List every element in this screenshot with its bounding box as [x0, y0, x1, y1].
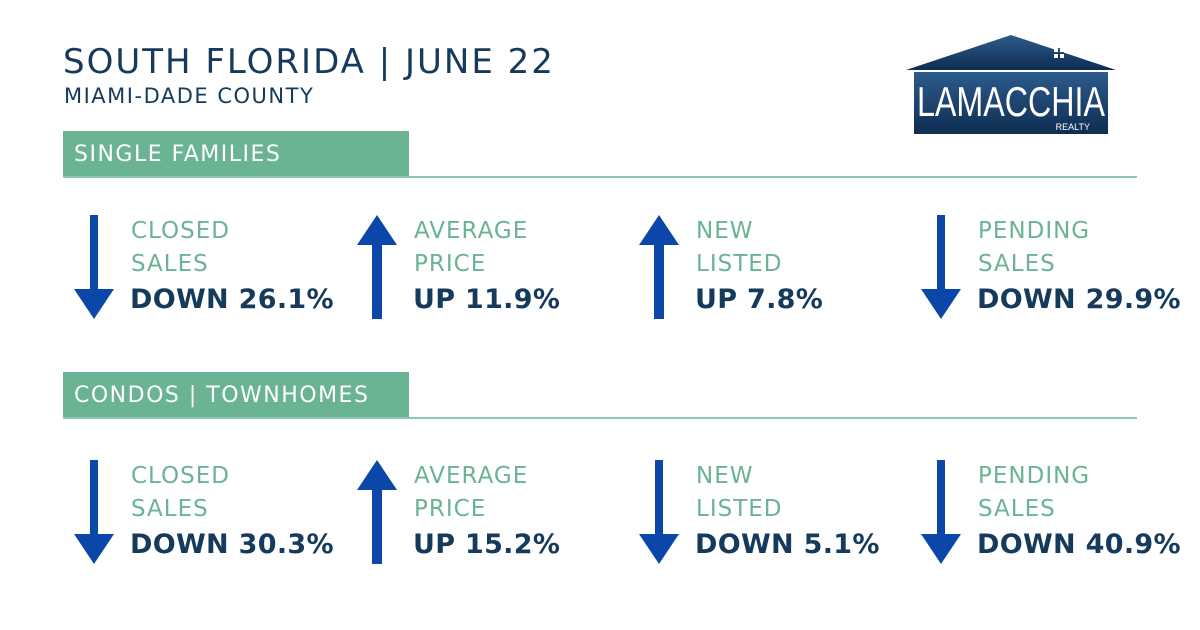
- metric-condo-closed-sales: CLOSED SALES DOWN 30.3%: [74, 460, 349, 570]
- metric-value: DOWN 5.1%: [695, 529, 880, 560]
- section-label-single-families: SINGLE FAMILIES: [63, 131, 409, 178]
- metric-value: UP 7.8%: [695, 284, 824, 315]
- metric-single-new-listed: NEW LISTED UP 7.8%: [639, 215, 914, 325]
- metric-value: DOWN 29.9%: [977, 284, 1181, 315]
- section-divider: [63, 176, 1137, 178]
- metric-single-closed-sales: CLOSED SALES DOWN 26.1%: [74, 215, 349, 325]
- down-arrow-icon: [74, 460, 114, 564]
- roof-icon: [906, 35, 1116, 70]
- down-arrow-icon: [921, 460, 961, 564]
- down-arrow-icon: [74, 215, 114, 319]
- metric-condo-average-price: AVERAGE PRICE UP 15.2%: [357, 460, 632, 570]
- section-label-condos-townhomes: CONDOS | TOWNHOMES: [63, 372, 409, 419]
- page-title: SOUTH FLORIDA | JUNE 22: [63, 42, 555, 82]
- page-subtitle: MIAMI-DADE COUNTY: [64, 84, 315, 108]
- down-arrow-icon: [921, 215, 961, 319]
- metric-condo-pending-sales: PENDING SALES DOWN 40.9%: [921, 460, 1196, 570]
- down-arrow-icon: [639, 460, 679, 564]
- up-arrow-icon: [357, 215, 397, 319]
- company-logo: LAMACCHIA REALTY: [906, 35, 1116, 134]
- logo-name: LAMACCHIA: [917, 78, 1105, 125]
- metric-single-average-price: AVERAGE PRICE UP 11.9%: [357, 215, 632, 325]
- metric-condo-new-listed: NEW LISTED DOWN 5.1%: [639, 460, 914, 570]
- metric-value: DOWN 30.3%: [130, 529, 334, 560]
- metric-value: DOWN 40.9%: [977, 529, 1181, 560]
- metric-value: UP 15.2%: [413, 529, 561, 560]
- up-arrow-icon: [639, 215, 679, 319]
- metric-single-pending-sales: PENDING SALES DOWN 29.9%: [921, 215, 1196, 325]
- up-arrow-icon: [357, 460, 397, 564]
- metric-value: UP 11.9%: [413, 284, 561, 315]
- logo-tagline: REALTY: [1056, 122, 1090, 132]
- metric-value: DOWN 26.1%: [130, 284, 334, 315]
- section-divider: [63, 417, 1137, 419]
